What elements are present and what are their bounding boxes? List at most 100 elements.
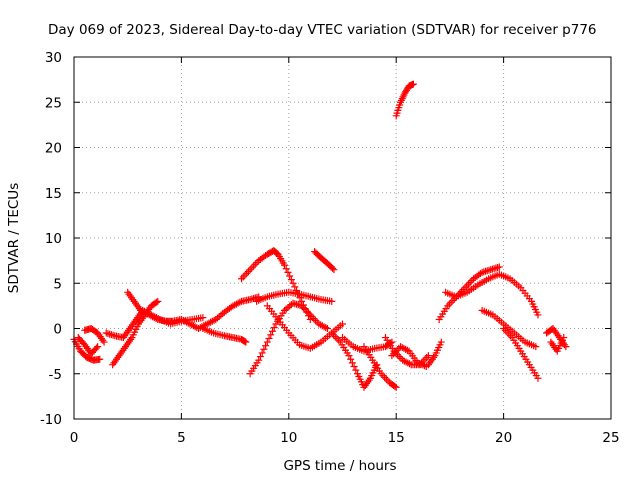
y-tick-label: -10 xyxy=(40,412,62,428)
axis-ticks: 0 5 10 15 20 25 -10 -5 0 5 10 15 20 25 30 xyxy=(40,50,620,446)
grid-lines xyxy=(74,57,611,419)
data-point-interp xyxy=(350,363,358,371)
data-point xyxy=(345,352,353,360)
series-arc-13 xyxy=(328,329,381,391)
data-point xyxy=(94,343,102,351)
y-tick-label: 15 xyxy=(45,186,62,202)
data-point xyxy=(96,355,104,363)
data-point xyxy=(437,338,445,346)
data-point-interp xyxy=(260,345,268,353)
data-point xyxy=(154,297,162,305)
series-arc-21 xyxy=(442,270,542,319)
x-axis-label: GPS time / hours xyxy=(283,458,396,474)
data-point xyxy=(281,261,289,269)
data-point-interp xyxy=(92,344,100,352)
x-tick-label: 5 xyxy=(177,430,186,446)
series-arc-15 xyxy=(360,343,400,391)
data-point-interp xyxy=(248,264,256,272)
data-point-interp xyxy=(253,258,261,266)
x-tick-label: 25 xyxy=(602,430,619,446)
y-axis-label: SDTVAR / TECUs xyxy=(6,183,22,293)
data-point-interp xyxy=(250,262,258,270)
series-arc-17 xyxy=(388,343,430,371)
y-tick-label: 25 xyxy=(45,95,62,111)
data-point-interp xyxy=(241,271,249,279)
data-point-interp xyxy=(333,334,341,342)
data-point-interp xyxy=(417,360,425,368)
data-point-interp xyxy=(347,355,355,363)
data-point-interp xyxy=(403,346,411,354)
data-point xyxy=(246,266,254,274)
data-point-interp xyxy=(272,249,280,257)
data-point-interp xyxy=(348,359,356,367)
data-point-interp xyxy=(152,315,160,323)
data-point xyxy=(409,80,417,88)
data-point-interp xyxy=(265,334,273,342)
series-arc-10 xyxy=(246,299,331,378)
data-points xyxy=(70,80,570,391)
y-tick-label: 5 xyxy=(53,276,62,292)
chart-title: Day 069 of 2023, Sidereal Day-to-day VTE… xyxy=(48,22,597,38)
data-point-interp xyxy=(268,327,276,335)
data-point xyxy=(328,297,336,305)
data-point-interp xyxy=(415,360,423,368)
series-arc-23 xyxy=(500,325,542,382)
y-tick-label: 20 xyxy=(45,141,62,157)
series-arc-19 xyxy=(392,80,417,120)
data-point-interp xyxy=(244,267,252,275)
data-point-interp xyxy=(329,264,337,272)
data-point-interp xyxy=(311,316,319,324)
series-arc-18 xyxy=(424,338,445,369)
data-point xyxy=(263,338,271,346)
data-point-interp xyxy=(287,276,295,284)
series-arc-12 xyxy=(311,248,338,274)
y-tick-label: 10 xyxy=(45,231,62,247)
data-point-interp xyxy=(391,382,399,390)
y-tick-label: 30 xyxy=(45,50,62,66)
series-arc-01 xyxy=(70,335,104,364)
data-point-interp xyxy=(251,260,259,268)
data-point xyxy=(242,338,250,346)
series-arc-06 xyxy=(124,288,263,332)
data-point xyxy=(330,266,338,274)
series-arc-04 xyxy=(109,297,162,369)
data-point-interp xyxy=(282,265,290,273)
data-point-interp xyxy=(445,300,453,308)
data-point-interp xyxy=(449,296,457,304)
data-point xyxy=(560,334,568,342)
x-tick-label: 0 xyxy=(70,430,79,446)
data-point-interp xyxy=(286,272,294,280)
data-point-interp xyxy=(379,372,387,380)
data-point-interp xyxy=(381,373,389,381)
series-arc-25 xyxy=(547,334,568,355)
data-point xyxy=(534,374,542,382)
data-point xyxy=(100,338,108,346)
series-arc-09 xyxy=(253,288,336,305)
x-tick-label: 10 xyxy=(280,430,297,446)
data-point-interp xyxy=(322,324,330,332)
y-tick-label: -5 xyxy=(49,367,62,383)
data-point xyxy=(534,311,542,319)
data-point-interp xyxy=(262,342,270,350)
data-point-interp xyxy=(152,298,160,306)
data-point-interp xyxy=(331,333,339,341)
data-point-interp xyxy=(447,298,455,306)
data-point xyxy=(424,352,432,360)
data-point xyxy=(532,343,540,351)
x-tick-label: 15 xyxy=(388,430,405,446)
data-point xyxy=(388,338,396,346)
data-point xyxy=(392,383,400,391)
data-point xyxy=(238,275,246,283)
data-point-interp xyxy=(236,298,244,306)
series-arc-03 xyxy=(81,325,108,346)
data-point-interp xyxy=(258,349,266,357)
data-point-interp xyxy=(284,268,292,276)
data-point-interp xyxy=(421,362,429,370)
data-point-interp xyxy=(267,331,275,339)
data-point-interp xyxy=(291,283,299,291)
data-point xyxy=(323,325,331,332)
series-arc-07 xyxy=(199,325,250,346)
data-point xyxy=(562,343,570,351)
